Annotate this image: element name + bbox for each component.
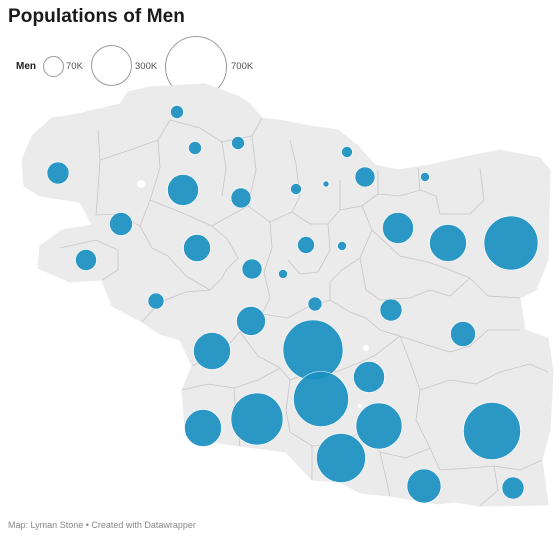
population-bubble[interactable]: [230, 187, 252, 209]
population-bubble[interactable]: [147, 292, 165, 310]
population-bubble[interactable]: [290, 183, 302, 195]
legend-label: Men: [16, 61, 36, 72]
population-bubble[interactable]: [322, 180, 330, 188]
population-bubble[interactable]: [355, 402, 403, 450]
legend-circle-small: [43, 56, 64, 77]
population-bubble[interactable]: [231, 136, 245, 150]
population-bubble[interactable]: [75, 249, 97, 271]
population-bubble[interactable]: [463, 402, 521, 460]
population-bubble[interactable]: [382, 212, 414, 244]
population-bubble[interactable]: [46, 161, 70, 185]
population-bubble[interactable]: [193, 332, 231, 370]
population-bubble[interactable]: [379, 298, 403, 322]
population-bubble[interactable]: [278, 269, 288, 279]
population-bubble[interactable]: [293, 371, 349, 427]
legend-value-large: 700K: [231, 61, 254, 72]
legend-circle-medium: [91, 45, 132, 86]
symbol-layer: [46, 105, 539, 504]
population-bubble[interactable]: [406, 468, 442, 504]
population-bubble[interactable]: [450, 321, 476, 347]
population-bubble[interactable]: [167, 174, 199, 206]
population-bubble[interactable]: [337, 241, 347, 251]
population-bubble[interactable]: [354, 166, 376, 188]
population-bubble[interactable]: [282, 319, 344, 381]
population-bubble[interactable]: [501, 476, 525, 500]
population-bubble[interactable]: [483, 215, 539, 271]
population-bubble[interactable]: [236, 306, 266, 336]
population-bubble[interactable]: [297, 236, 315, 254]
population-bubble[interactable]: [188, 141, 202, 155]
population-bubble[interactable]: [241, 258, 263, 280]
population-bubble[interactable]: [316, 433, 366, 483]
population-bubble[interactable]: [109, 212, 133, 236]
population-bubble[interactable]: [184, 409, 222, 447]
map-title: Populations of Men: [8, 6, 186, 27]
legend-value-small: 70K: [66, 61, 83, 72]
population-bubble[interactable]: [170, 105, 184, 119]
district-borders: [59, 117, 549, 507]
map-footer: Map: Lyman Stone • Created with Datawrap…: [8, 520, 196, 530]
population-bubble[interactable]: [183, 234, 211, 262]
population-bubble[interactable]: [353, 361, 385, 393]
population-bubble[interactable]: [307, 296, 323, 312]
population-bubble[interactable]: [230, 392, 284, 446]
population-bubble[interactable]: [341, 146, 353, 158]
population-bubble[interactable]: [420, 172, 430, 182]
legend-value-medium: 300K: [135, 61, 158, 72]
population-bubble[interactable]: [429, 224, 467, 262]
